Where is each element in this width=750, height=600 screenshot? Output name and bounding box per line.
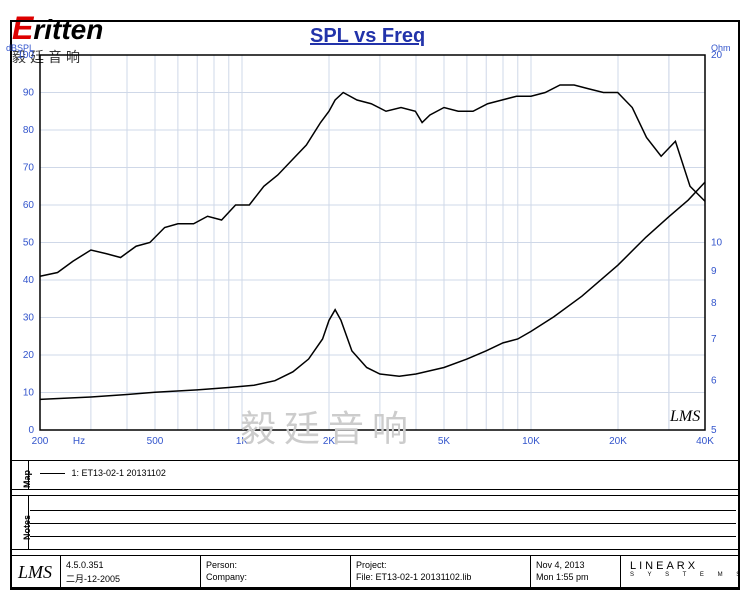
svg-text:1K: 1K [236,436,249,447]
footer-divider [200,555,201,588]
footer-divider [530,555,531,588]
footer-divider [350,555,351,588]
footer-time: Mon 1:55 pm [536,572,589,582]
svg-text:6: 6 [711,376,717,387]
svg-text:8: 8 [711,298,717,309]
lms-signature: LMS [670,408,700,426]
svg-text:10: 10 [711,238,723,249]
svg-text:50: 50 [23,238,35,249]
svg-text:5: 5 [711,425,717,436]
svg-text:70: 70 [23,163,35,174]
svg-text:Ohm: Ohm [711,43,731,53]
notes-rule [30,510,736,511]
svg-text:90: 90 [23,88,35,99]
svg-text:20: 20 [23,350,35,361]
notes-rule [30,536,736,537]
notes-rule [30,523,736,524]
footer-version: 4.5.0.351 [66,560,104,570]
notes-divider [28,495,29,550]
footer-project-label: Project: [356,560,387,570]
svg-text:40: 40 [23,275,35,286]
footer-company-label: Company: [206,572,247,582]
map-label: Map [22,470,32,488]
svg-text:5K: 5K [438,436,451,447]
footer-file-label: File: ET13-02-1 20131102.lib [356,572,471,582]
svg-text:200: 200 [32,436,49,447]
footer-version-date: 二月-12-2005 [66,572,120,585]
svg-text:2K: 2K [323,436,336,447]
footer-lms: LMS [18,562,52,583]
footer-divider [620,555,621,588]
legend-entry: 1: ET13-02-1 20131102 [40,468,166,478]
footer-date: Nov 4, 2013 [536,560,585,570]
svg-text:80: 80 [23,125,35,136]
svg-text:9: 9 [711,266,717,277]
footer-divider [60,555,61,588]
svg-text:10K: 10K [522,436,540,447]
svg-text:60: 60 [23,200,35,211]
svg-text:dBSPL: dBSPL [6,43,34,53]
svg-text:10: 10 [23,388,35,399]
svg-text:Hz: Hz [73,436,85,447]
svg-text:0: 0 [28,425,34,436]
map-divider [28,460,29,490]
svg-text:40K: 40K [696,436,714,447]
svg-text:500: 500 [147,436,164,447]
linearx-logo: LINEARX S Y S T E M S [630,560,746,578]
svg-text:7: 7 [711,334,717,345]
svg-text:30: 30 [23,313,35,324]
svg-text:20K: 20K [609,436,627,447]
footer-person-label: Person: [206,560,237,570]
